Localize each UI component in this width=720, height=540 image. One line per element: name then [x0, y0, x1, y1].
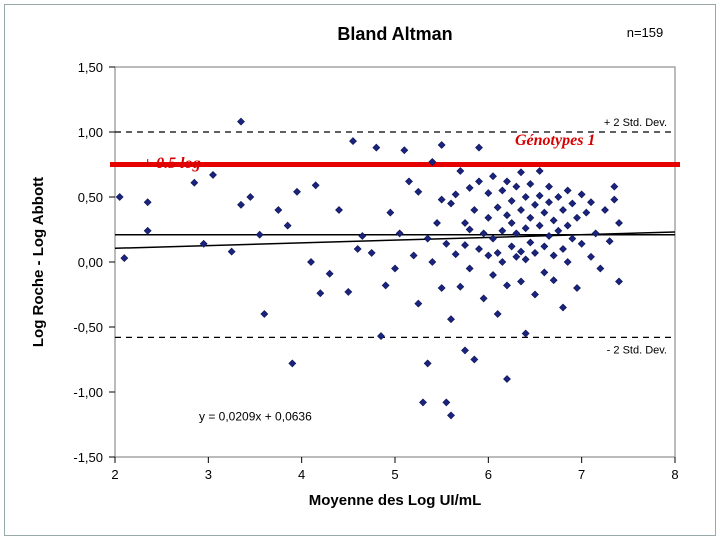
annot-plus-half-log: + 0.5 log [143, 155, 201, 173]
svg-text:Log Roche - Log Abbott: Log Roche - Log Abbott [30, 177, 47, 347]
svg-text:+ 2 Std. Dev.: + 2 Std. Dev. [604, 117, 667, 129]
svg-text:- 2 Std. Dev.: - 2 Std. Dev. [607, 344, 667, 356]
bland-altman-chart: Bland Altman n=159 2 3 4 5 6 7 8 -1,50 -1,00 -0,50 0… [5, 5, 717, 537]
svg-text:y = 0,0209x + 0,0636: y = 0,0209x + 0,0636 [199, 410, 312, 424]
svg-text:-1,00: -1,00 [73, 385, 103, 400]
svg-text:4: 4 [298, 467, 305, 482]
svg-text:0,50: 0,50 [78, 190, 103, 205]
svg-text:-0,50: -0,50 [73, 320, 103, 335]
svg-text:6: 6 [485, 467, 492, 482]
svg-text:3: 3 [205, 467, 212, 482]
svg-text:0,00: 0,00 [78, 255, 103, 270]
svg-text:1,00: 1,00 [78, 125, 103, 140]
svg-text:1,50: 1,50 [78, 60, 103, 75]
annot-genotypes: Génotypes 1 [515, 132, 595, 150]
svg-text:8: 8 [671, 467, 678, 482]
svg-text:-1,50: -1,50 [73, 450, 103, 465]
svg-text:Moyenne des Log UI/mL: Moyenne des Log UI/mL [309, 492, 482, 509]
svg-text:n=159: n=159 [627, 25, 664, 40]
svg-text:5: 5 [391, 467, 398, 482]
svg-text:Bland Altman: Bland Altman [337, 24, 452, 44]
svg-text:7: 7 [578, 467, 585, 482]
svg-text:2: 2 [111, 467, 118, 482]
